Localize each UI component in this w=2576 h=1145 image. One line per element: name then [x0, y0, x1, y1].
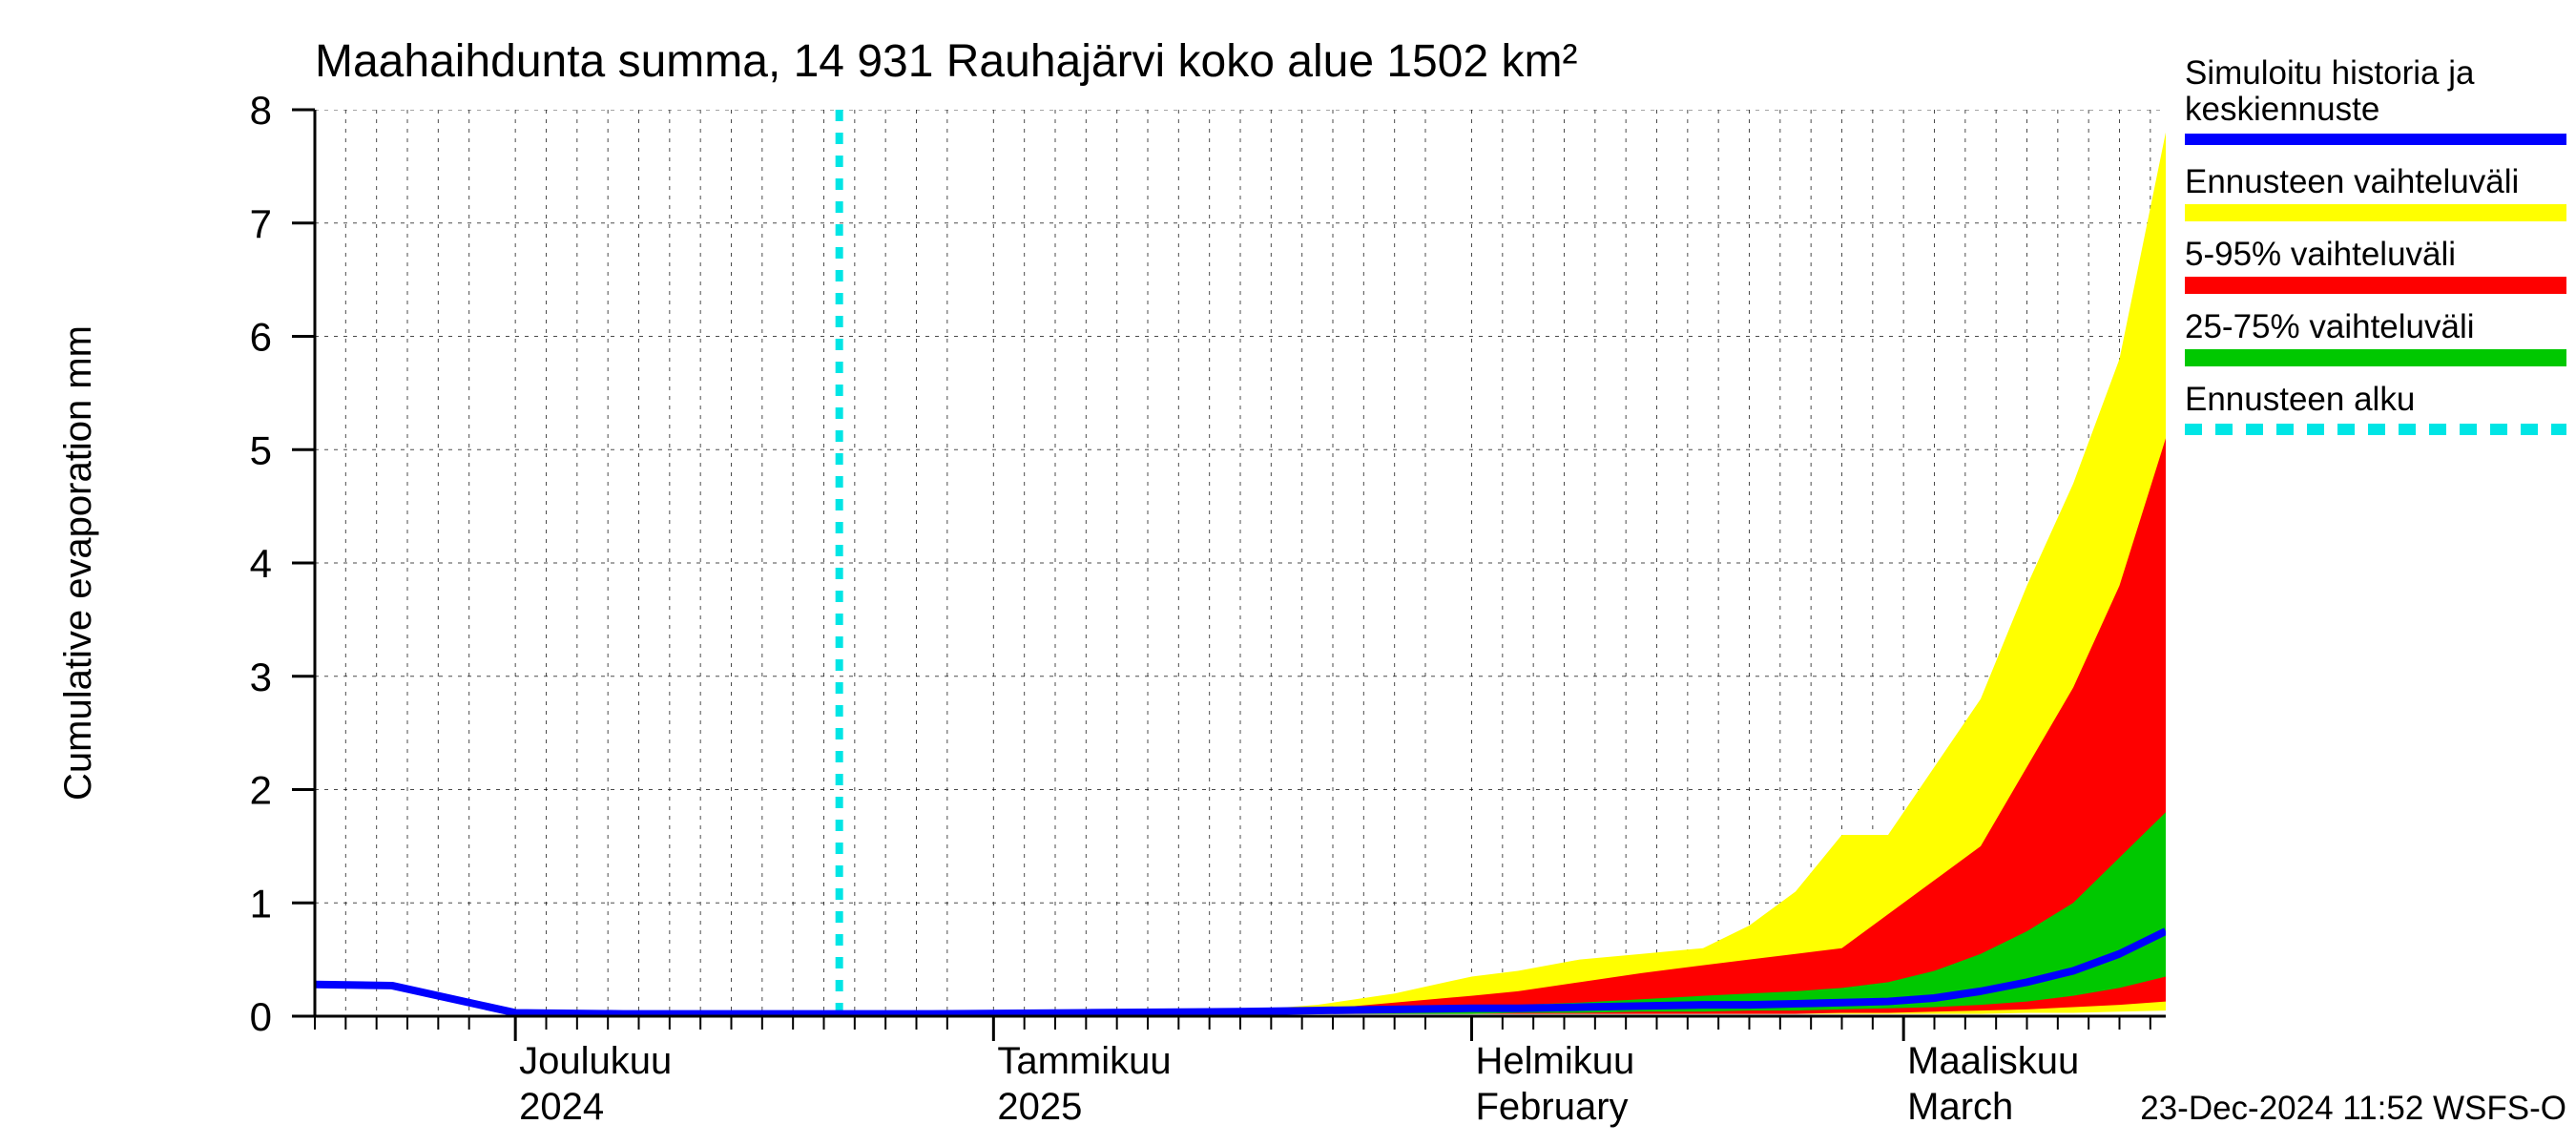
band-5-95 — [315, 438, 2166, 1013]
ytick-label: 5 — [250, 427, 272, 472]
x-month-label: Maaliskuu — [1907, 1040, 2079, 1082]
x-month-label2: 2025 — [997, 1086, 1082, 1128]
legend-item-label: Ennusteen alku — [2185, 381, 2415, 418]
ytick-label: 1 — [250, 881, 272, 926]
x-month-label2: March — [1907, 1086, 2013, 1128]
x-month-label: Tammikuu — [997, 1040, 1171, 1082]
x-month-label2: 2024 — [519, 1086, 604, 1128]
legend-swatch — [2185, 349, 2566, 366]
x-month-label2: February — [1476, 1086, 1629, 1128]
ytick-label: 7 — [250, 201, 272, 246]
legend-item-label2: keskiennuste — [2185, 91, 2379, 128]
y-axis-label: Cumulative evaporation mm — [57, 325, 99, 801]
ytick-label: 3 — [250, 655, 272, 699]
legend-item-label: 25-75% vaihteluväli — [2185, 308, 2475, 345]
legend-swatch — [2185, 204, 2566, 221]
legend-item-label: Simuloitu historia ja — [2185, 54, 2475, 92]
chart-container: 0 1 2 3 4 5 6 7 8 Joulukuu2024 Tammikuu2025 Helmiku… — [0, 0, 2576, 1145]
ytick-label: 0 — [250, 994, 272, 1039]
x-month-label: Joulukuu — [519, 1040, 672, 1082]
ytick-label: 6 — [250, 315, 272, 360]
legend-swatch — [2185, 277, 2566, 294]
legend-item-label: Ennusteen vaihteluväli — [2185, 163, 2519, 200]
chart-svg: 0 1 2 3 4 5 6 7 8 Joulukuu2024 Tammikuu2025 Helmiku… — [0, 0, 2576, 1145]
legend-item-label: 5-95% vaihteluväli — [2185, 236, 2456, 273]
chart-title: Maahaihdunta summa, 14 931 Rauhajärvi ko… — [315, 36, 1577, 87]
x-month-label: Helmikuu — [1476, 1040, 1635, 1082]
ytick-label: 4 — [250, 541, 272, 586]
ytick-label: 8 — [250, 88, 272, 133]
ytick-label: 2 — [250, 768, 272, 813]
chart-timestamp: 23-Dec-2024 11:52 WSFS-O — [2140, 1090, 2566, 1127]
